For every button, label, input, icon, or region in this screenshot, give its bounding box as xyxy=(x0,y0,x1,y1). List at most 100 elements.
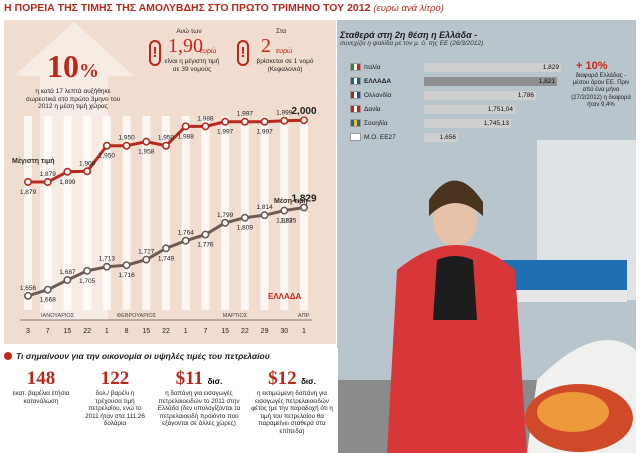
ranking-country: Σουηδία xyxy=(364,119,388,127)
data-label: 1,809 xyxy=(237,225,254,232)
data-point xyxy=(23,177,32,186)
data-point xyxy=(299,116,308,125)
economy-panel: Τι σημαίνουν για την οικονομία οι υψηλές… xyxy=(4,348,338,453)
callout-1-value: 1,90 xyxy=(168,35,203,57)
grid-stripe xyxy=(181,116,190,310)
chart-panel: 1,879 1,879 1,899 1,900 1,950 1,950 1,958 1,950… xyxy=(4,20,336,344)
month-label: ΜΑΡΤΙΟΣ xyxy=(223,313,248,319)
grid-stripe xyxy=(63,116,72,310)
data-point xyxy=(201,230,210,239)
ranking-bar: 1,829 xyxy=(424,62,561,72)
tick-label: 1 xyxy=(302,328,306,335)
avg-series-label: Μέση τιμή xyxy=(274,198,308,205)
data-point xyxy=(221,218,230,227)
data-point xyxy=(260,211,269,220)
tick-label: 1 xyxy=(184,328,188,335)
data-point xyxy=(43,177,52,186)
stat-desc: η δαπάνη για εισαγωγές πετρελαιοειδών το… xyxy=(157,390,241,428)
ranking-country: ΕΛΛΑΔΑ xyxy=(364,77,392,85)
data-label: 1,999 xyxy=(276,110,293,117)
diff-value: + 10% xyxy=(576,60,608,72)
ranking-subtitle: συνεχίζει η ψαλίδα με τον μ. ό. της ΕΕ (… xyxy=(340,40,484,47)
data-label: 1,950 xyxy=(99,153,116,160)
data-point xyxy=(122,141,131,150)
flag-icon xyxy=(350,91,361,99)
flag-icon xyxy=(350,119,361,127)
ranking-row: Δανία 1,751,04 xyxy=(350,104,515,114)
callout-1-note: είναι η μέγιστη τιμή σε 39 νομούς xyxy=(164,58,220,73)
stat-value: 148 xyxy=(26,368,56,389)
data-label: 1,988 xyxy=(197,115,214,122)
stat-value: $12 xyxy=(268,368,297,389)
stat-unit: δισ. xyxy=(207,377,223,386)
data-label: 1,687 xyxy=(59,269,76,276)
stat-value: $11 xyxy=(175,368,204,389)
grid-stripe xyxy=(240,116,249,310)
data-point xyxy=(162,141,171,150)
stat-desc: η εκτιμώμενη δαπάνη για εισαγωγές πετρελ… xyxy=(251,390,333,435)
max-series-label: Μέγιστη τιμή xyxy=(12,158,55,165)
ranking-row: Σουηδία 1,745,13 xyxy=(350,118,511,128)
data-point xyxy=(83,167,92,176)
data-point xyxy=(280,116,289,125)
grid-stripe xyxy=(102,116,111,310)
data-point xyxy=(260,117,269,126)
data-label: 1,713 xyxy=(99,256,116,263)
ranking-country: Δανία xyxy=(364,105,381,113)
tick-label: 7 xyxy=(203,328,207,335)
callout-2-prefix: Στα xyxy=(276,28,286,35)
data-point xyxy=(240,117,249,126)
x-axis: 3 7 15 22 1 8 15 22 1 7 15 22 29 30 1 ΙΑΝΟΥΑΡΙΟΣ ΦΕΒΡΟΥΑ… xyxy=(20,313,312,335)
data-label: 1,776 xyxy=(197,242,214,249)
data-label: 1,705 xyxy=(79,278,96,285)
data-point xyxy=(83,266,92,275)
headline-unit: % xyxy=(79,60,99,82)
data-label: 1,997 xyxy=(237,111,254,118)
data-label: 1,997 xyxy=(217,129,234,136)
grid-stripe xyxy=(122,116,131,310)
data-label: 1,749 xyxy=(158,255,175,262)
ranking-bar: 1,751,04 xyxy=(424,104,515,114)
tick-label: 22 xyxy=(241,328,249,335)
ranking-value: 1,829 xyxy=(542,63,559,71)
callout-1-prefix: Ανώ των xyxy=(176,28,202,35)
data-label: 1,879 xyxy=(20,189,37,196)
stat-block: 148 εκατ. βαρέλια ετήσια κατανάλωση xyxy=(8,368,74,405)
data-point xyxy=(181,236,190,245)
exclamation-icon: ! xyxy=(149,40,161,66)
ranking-value: 1,745,13 xyxy=(483,119,509,127)
stat-desc: δολ./ βαρέλι η τρέχουσα τιμή πετρελαίου,… xyxy=(85,390,145,428)
grid-stripe xyxy=(24,116,32,310)
data-point xyxy=(201,122,210,131)
ranking-country: Μ.Ο. ΕΕ27 xyxy=(364,133,396,141)
grid-stripe xyxy=(221,116,230,310)
callout-1-unit: ευρώ xyxy=(200,48,217,55)
country-label: ΕΛΛΑΔΑ xyxy=(268,292,302,301)
grid-stripe xyxy=(83,116,92,310)
data-label: 1,799 xyxy=(217,212,234,219)
tick-label: 22 xyxy=(162,328,170,335)
stat-block: $11 δισ. η δαπάνη για εισαγωγές πετρελαι… xyxy=(156,368,242,428)
data-point xyxy=(63,167,72,176)
flag-icon xyxy=(350,133,361,141)
flag-icon xyxy=(350,63,361,71)
data-label: 1,764 xyxy=(178,230,195,237)
data-point xyxy=(162,244,171,253)
stat-desc: εκατ. βαρέλια ετήσια κατανάλωση xyxy=(12,390,70,405)
ranking-value: 1,751,04 xyxy=(487,105,513,113)
headline-percent: 10% xyxy=(32,48,114,85)
max-price-series: 1,8791,8791,8991,9001,9501,9501,9581,950… xyxy=(20,106,317,196)
ranking-row: Ιταλία 1,829 xyxy=(350,62,561,72)
tick-label: 29 xyxy=(261,328,269,335)
stat-unit: δισ. xyxy=(301,377,316,386)
ranking-value: 1,821 xyxy=(538,77,555,85)
data-point xyxy=(142,137,151,146)
data-point xyxy=(240,213,249,222)
tick-label: 8 xyxy=(125,328,129,335)
ranking-country: Ολλανδία xyxy=(364,91,392,99)
grid-stripe xyxy=(162,116,170,310)
stat-block: 122 δολ./ βαρέλι η τρέχουσα τιμή πετρελα… xyxy=(82,368,148,428)
headline-note: η κατά 17 λεπτά αυξήθηκε σωρευτικά στο π… xyxy=(25,88,121,111)
data-point xyxy=(299,203,308,212)
ranking-panel: Σταθερά στη 2η θέση η Ελλάδα - συνεχίζει… xyxy=(340,30,636,150)
